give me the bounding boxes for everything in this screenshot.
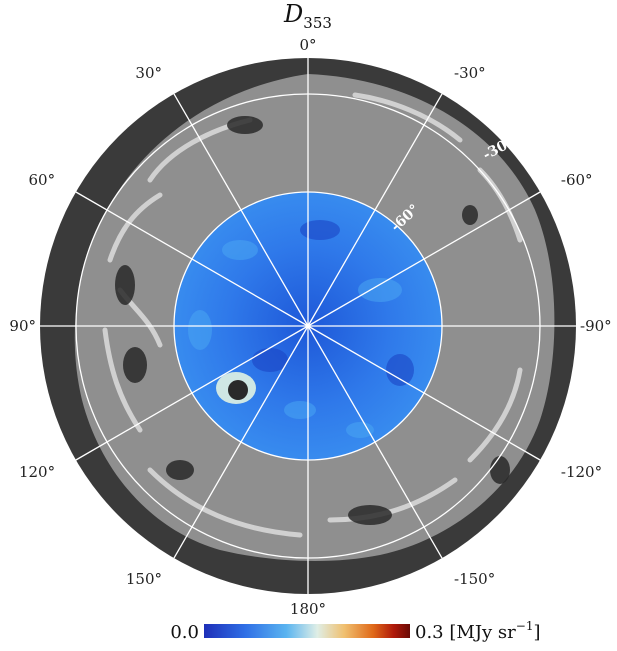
meridian-line	[173, 93, 309, 327]
map-title: D353	[283, 0, 332, 32]
meridian-line	[75, 325, 309, 461]
longitude-label: 30°	[135, 64, 162, 82]
colorbar-gradient	[204, 624, 410, 638]
longitude-label: 180°	[290, 600, 326, 618]
colorbar-min-label: 0.0	[170, 622, 199, 643]
title-subscript: 353	[303, 14, 332, 32]
meridian-line	[307, 191, 541, 327]
colorbar-max-and-unit: 0.3 [MJy sr−1]	[415, 619, 541, 643]
graticule	[40, 58, 576, 594]
longitude-label: -120°	[561, 463, 602, 481]
meridian-line	[307, 325, 541, 461]
longitude-labels: 0° -30° -60° -90° -120° -150° 180° 150° 120° 90° 6…	[9, 36, 611, 618]
longitude-label: -150°	[454, 570, 495, 588]
title-symbol: D	[283, 0, 303, 28]
colorbar-unit-exponent: −1	[516, 619, 534, 633]
meridian-line	[307, 93, 443, 327]
colorbar: 0.0 0.3 [MJy sr−1]	[170, 619, 540, 643]
longitude-label: 150°	[126, 570, 162, 588]
colorbar-max-label: 0.3	[415, 622, 444, 643]
colorbar-unit-close: ]	[533, 622, 540, 643]
colorbar-unit-label: [MJy sr	[449, 622, 516, 643]
longitude-label: -30°	[454, 64, 486, 82]
meridian-lines	[40, 58, 576, 594]
longitude-label: 120°	[19, 463, 55, 481]
longitude-label: -60°	[561, 171, 593, 189]
longitude-label: 60°	[29, 171, 56, 189]
longitude-label: 90°	[9, 317, 36, 335]
longitude-label: -90°	[580, 317, 612, 335]
meridian-line	[307, 325, 443, 559]
meridian-line	[173, 325, 309, 559]
meridian-line	[75, 191, 309, 327]
longitude-label: 0°	[299, 36, 316, 54]
